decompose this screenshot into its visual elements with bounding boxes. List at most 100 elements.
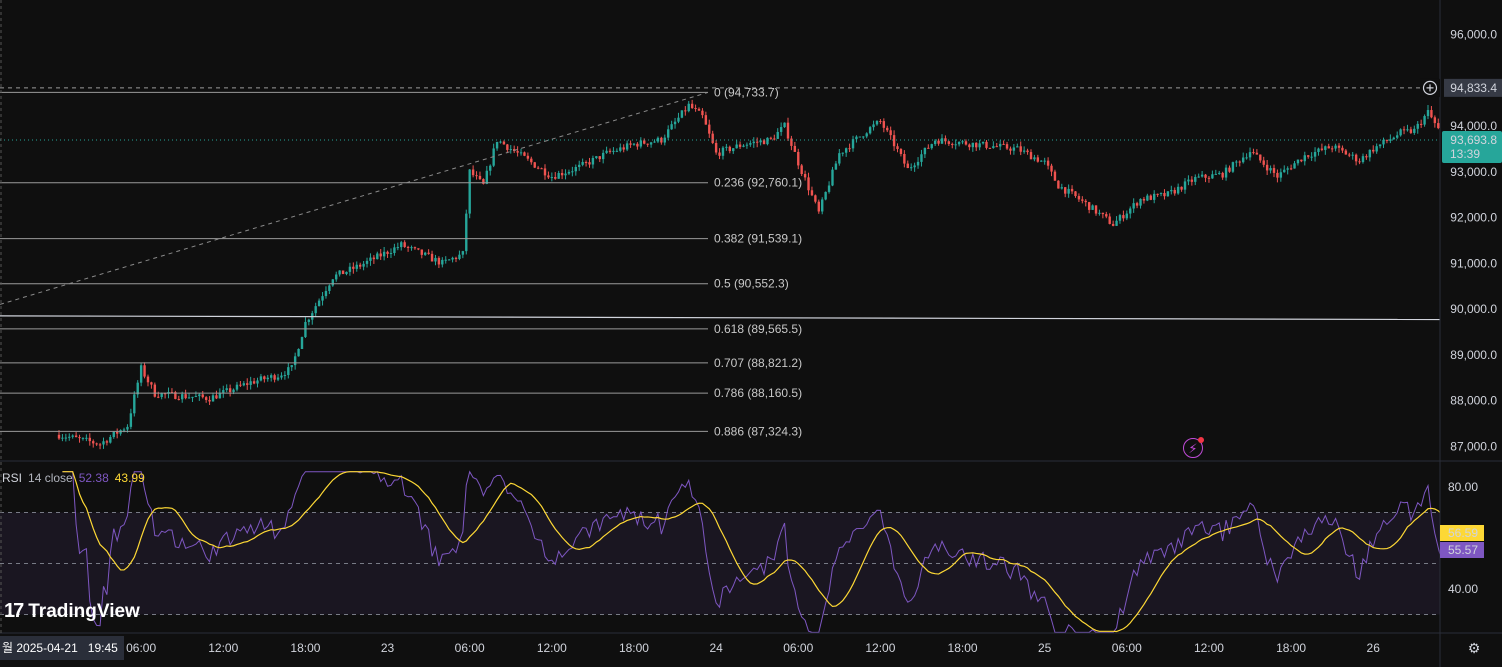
candle-body [133, 394, 136, 414]
candle-body [1053, 171, 1057, 181]
candle-body [930, 144, 933, 149]
rsi-ma-last-label: 56.59 [1448, 526, 1478, 540]
candle-body [1170, 189, 1173, 192]
candle-body [817, 201, 820, 212]
candle-body [485, 170, 489, 184]
candle-body [150, 382, 153, 385]
candle-body [1310, 156, 1313, 158]
candle-body [1344, 150, 1348, 155]
fib-level-label: 0.382 (91,539.1) [714, 232, 802, 246]
candle-body [920, 154, 923, 162]
candle-body [779, 127, 783, 132]
candle-body [1200, 174, 1204, 177]
candle-body [1218, 172, 1221, 174]
candle-body [1224, 167, 1228, 178]
last-price-label: 93,693.8 [1450, 133, 1497, 147]
candle-body [762, 140, 766, 145]
candle-body [910, 167, 913, 169]
time-tick-label: 18:00 [619, 641, 649, 655]
candle-body [1183, 181, 1187, 190]
candle-body [146, 376, 150, 383]
candle-body [557, 172, 560, 179]
gear-icon[interactable]: ⚙ [1467, 640, 1481, 656]
candle-body [632, 143, 636, 145]
candle-body [1046, 160, 1050, 166]
lightning-icon[interactable]: ⚡ [1183, 437, 1204, 458]
candle-body [708, 124, 711, 134]
candle-body [222, 390, 225, 393]
candle-body [1132, 203, 1135, 209]
candle-body [571, 171, 574, 173]
candle-body [1382, 139, 1385, 145]
candle-body [971, 142, 975, 148]
candle-body [625, 143, 629, 150]
candle-body [386, 251, 389, 254]
price-tick-label: 88,000.0 [1450, 394, 1497, 408]
candle-body [937, 140, 940, 144]
candle-body [985, 141, 988, 148]
candle-body [92, 441, 95, 444]
candle-body [601, 152, 605, 160]
candle-body [670, 124, 673, 130]
candle-body [314, 306, 317, 314]
candle-body [1108, 216, 1111, 224]
candle-body [335, 274, 338, 280]
rsi-pane[interactable] [0, 470, 1502, 633]
candle-body [324, 290, 328, 297]
candle-body [998, 143, 1002, 147]
candle-body [868, 127, 872, 134]
candle-body [280, 375, 283, 378]
candle-body [1060, 187, 1063, 189]
candle-body [721, 147, 725, 156]
candle-body [358, 264, 362, 267]
candle-body [204, 397, 208, 400]
candle-body [519, 152, 523, 154]
candle-body [694, 108, 697, 110]
candle-body [321, 296, 324, 301]
fib-level-label: 0.786 (88,160.5) [714, 386, 802, 400]
candle-body [1067, 188, 1070, 194]
candle-body [1159, 193, 1163, 195]
candle-body [560, 172, 564, 176]
rsi-lines [62, 470, 1440, 633]
candle-body [581, 162, 584, 165]
candle-body [1125, 213, 1129, 219]
candle-body [882, 121, 886, 128]
candle-body [1409, 129, 1413, 133]
candle-body [98, 444, 102, 446]
candle-body [1300, 159, 1303, 162]
candle-body [369, 257, 372, 261]
candle-body [331, 279, 334, 286]
candle-body [259, 376, 263, 381]
candle-body [403, 242, 406, 247]
candle-body [913, 165, 916, 168]
candle-body [437, 257, 441, 265]
candle-body [1142, 198, 1146, 201]
candle-body [1368, 149, 1372, 158]
price-pane[interactable]: 0 (94,733.7) 0.236 (92,760.1) 0.382 (91,53… [0, 85, 1502, 450]
candle-body [300, 337, 304, 349]
fibonacci-retracement: 0 (94,733.7) 0.236 (92,760.1) 0.382 (91,53… [0, 85, 802, 438]
candle-body [1012, 147, 1016, 151]
candle-body [341, 270, 345, 275]
candle-body [393, 247, 396, 253]
candle-body [1289, 168, 1293, 170]
candle-body [940, 138, 944, 144]
candle-body [523, 152, 526, 156]
candle-body [954, 144, 957, 146]
candle-body [790, 138, 793, 146]
candle-body [1016, 146, 1019, 148]
candle-body [543, 168, 547, 176]
candle-body [88, 437, 92, 442]
candle-body [564, 173, 567, 176]
candle-body [1296, 159, 1300, 164]
candle-body [1115, 220, 1118, 226]
candle-body [482, 179, 485, 184]
time-tick-label: 12:00 [537, 641, 567, 655]
candle-body [759, 140, 762, 143]
candle-body [396, 247, 400, 249]
candle-body [74, 435, 78, 438]
candle-body [567, 171, 571, 174]
candle-body [879, 121, 882, 123]
